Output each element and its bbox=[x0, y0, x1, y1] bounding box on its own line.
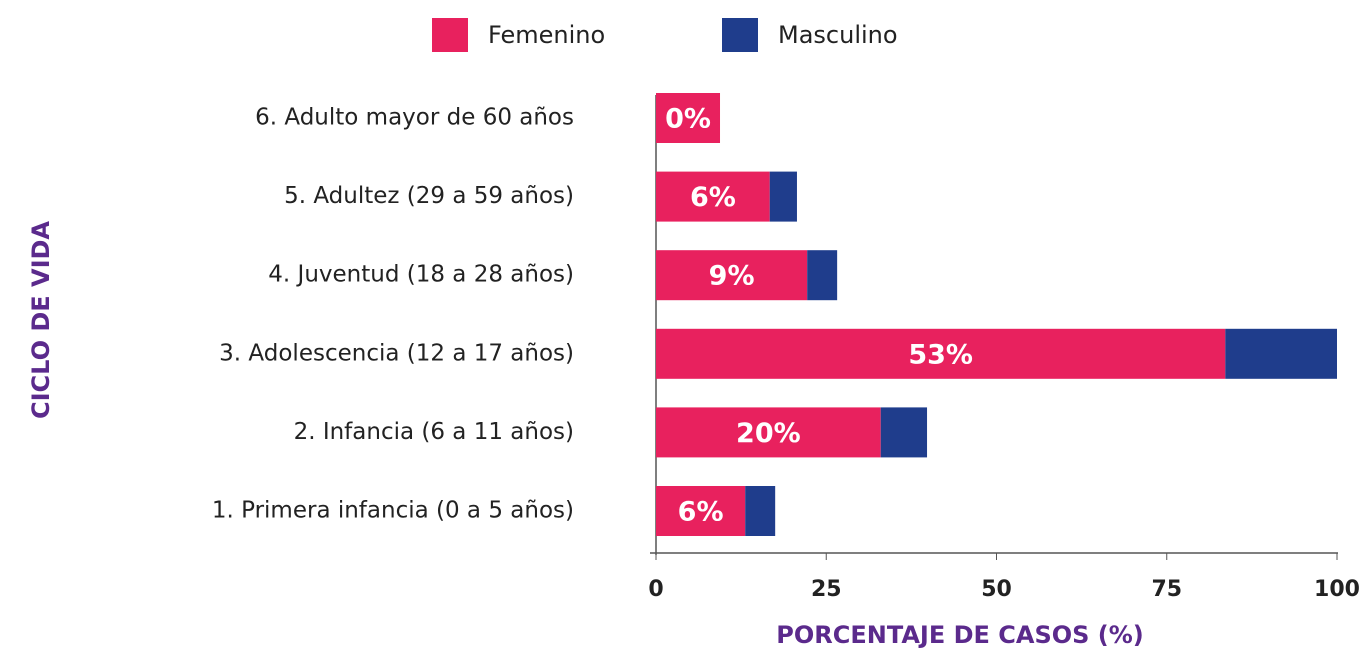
x-tick-label: 0 bbox=[648, 577, 663, 602]
bar-segment bbox=[656, 93, 721, 143]
y-tick-label: 5. Adultez (29 a 59 años) bbox=[284, 183, 574, 209]
bar-segment bbox=[656, 486, 746, 536]
x-tick-label: 50 bbox=[981, 577, 1012, 602]
x-tick-label: 75 bbox=[1151, 577, 1182, 602]
y-tick-label: 1. Primera infancia (0 a 5 años) bbox=[212, 498, 574, 524]
bar-label: 53% bbox=[908, 339, 973, 370]
bar-label: 6% bbox=[678, 497, 724, 528]
y-tick-label: 2. Infancia (6 a 11 años) bbox=[294, 419, 574, 445]
bar-segment bbox=[880, 407, 928, 458]
bar-segment bbox=[745, 486, 776, 536]
bar-segment bbox=[1225, 328, 1337, 379]
bar-label: 0% bbox=[665, 104, 711, 135]
y-tick-label: 4. Juventud (18 a 28 años) bbox=[268, 262, 574, 288]
legend-swatch bbox=[432, 18, 468, 52]
bar-segment bbox=[656, 328, 1226, 379]
x-tick-label: 100 bbox=[1314, 577, 1360, 602]
bar-label: 20% bbox=[736, 418, 801, 449]
x-axis-title: PORCENTAJE DE CASOS (%) bbox=[776, 621, 1144, 649]
bar-segment bbox=[807, 250, 838, 301]
legend-swatch bbox=[722, 18, 758, 52]
bar-segment bbox=[656, 250, 808, 301]
y-tick-label: 3. Adolescencia (12 a 17 años) bbox=[219, 340, 574, 366]
bar-label: 9% bbox=[709, 261, 755, 292]
bar-label: 6% bbox=[690, 182, 736, 213]
bar-segment bbox=[769, 171, 797, 222]
x-tick-label: 25 bbox=[811, 577, 842, 602]
legend-label: Femenino bbox=[488, 21, 605, 49]
y-axis-title: CICLO DE VIDA bbox=[27, 221, 55, 419]
legend-label: Masculino bbox=[778, 21, 898, 49]
bar-segment bbox=[656, 407, 881, 458]
y-tick-label: 6. Adulto mayor de 60 años bbox=[255, 105, 574, 131]
bar-segment bbox=[656, 171, 770, 222]
